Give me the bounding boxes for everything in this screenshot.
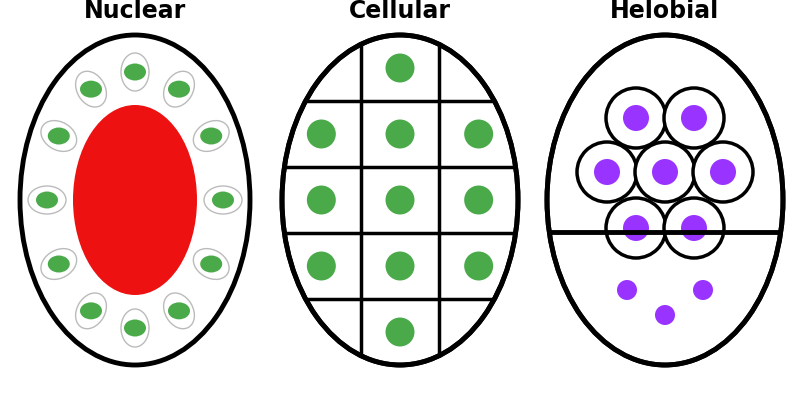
Circle shape — [617, 280, 637, 300]
Circle shape — [664, 198, 724, 258]
Circle shape — [386, 186, 414, 214]
Circle shape — [710, 159, 736, 185]
Ellipse shape — [121, 53, 149, 91]
Ellipse shape — [48, 128, 70, 144]
Ellipse shape — [121, 309, 149, 347]
Circle shape — [386, 318, 414, 346]
Circle shape — [464, 186, 493, 214]
Ellipse shape — [20, 35, 250, 365]
Ellipse shape — [204, 186, 242, 214]
Circle shape — [623, 215, 649, 241]
Circle shape — [655, 305, 675, 325]
Circle shape — [386, 120, 414, 148]
Circle shape — [464, 252, 493, 280]
Circle shape — [307, 120, 336, 148]
Ellipse shape — [200, 128, 222, 144]
Ellipse shape — [163, 71, 194, 107]
Text: Cellular: Cellular — [349, 0, 451, 23]
Circle shape — [386, 54, 414, 82]
Ellipse shape — [80, 81, 102, 98]
Ellipse shape — [282, 35, 518, 365]
Ellipse shape — [194, 248, 229, 280]
Circle shape — [652, 159, 678, 185]
Ellipse shape — [48, 256, 70, 272]
Ellipse shape — [168, 81, 190, 98]
Ellipse shape — [28, 186, 66, 214]
Text: Helobial: Helobial — [610, 0, 720, 23]
Circle shape — [594, 159, 620, 185]
Ellipse shape — [163, 293, 194, 329]
Text: Nuclear: Nuclear — [84, 0, 186, 23]
Ellipse shape — [75, 71, 106, 107]
Circle shape — [606, 88, 666, 148]
Ellipse shape — [200, 256, 222, 272]
Circle shape — [307, 186, 336, 214]
Ellipse shape — [124, 64, 146, 80]
Ellipse shape — [168, 302, 190, 319]
Circle shape — [664, 88, 724, 148]
Circle shape — [606, 198, 666, 258]
Ellipse shape — [124, 320, 146, 336]
Circle shape — [635, 142, 695, 202]
Circle shape — [307, 252, 336, 280]
Ellipse shape — [547, 35, 783, 365]
Ellipse shape — [212, 192, 234, 208]
Ellipse shape — [41, 120, 77, 152]
Circle shape — [577, 142, 637, 202]
Ellipse shape — [73, 105, 197, 295]
Ellipse shape — [41, 248, 77, 280]
Ellipse shape — [36, 192, 58, 208]
Ellipse shape — [194, 120, 229, 152]
Circle shape — [464, 120, 493, 148]
Circle shape — [693, 280, 713, 300]
Ellipse shape — [75, 293, 106, 329]
Circle shape — [681, 105, 707, 131]
Circle shape — [386, 252, 414, 280]
Circle shape — [681, 215, 707, 241]
Circle shape — [623, 105, 649, 131]
Circle shape — [693, 142, 753, 202]
Ellipse shape — [80, 302, 102, 319]
